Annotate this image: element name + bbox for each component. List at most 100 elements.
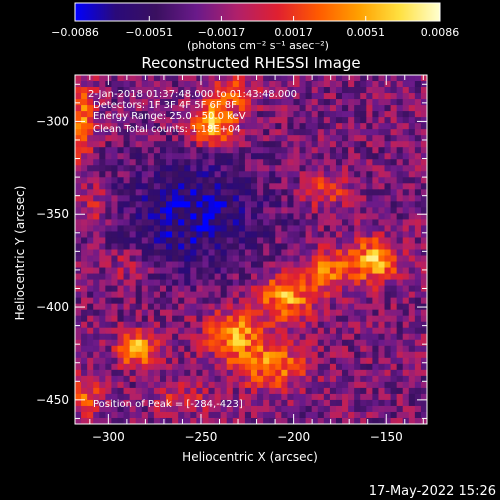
heatmap-cell (299, 117, 307, 124)
heatmap-cell (342, 195, 349, 202)
heatmap-cell (93, 399, 100, 407)
heatmap-cell (299, 285, 307, 293)
heatmap-cell (402, 417, 410, 424)
heatmap-cell (93, 201, 100, 208)
heatmap-cell (378, 111, 385, 118)
heatmap-cell (93, 171, 100, 178)
heatmap-cell (166, 375, 173, 383)
heatmap-cell (220, 231, 228, 238)
heatmap-cell (111, 129, 118, 136)
heatmap-cell (105, 255, 112, 262)
heatmap-cell (360, 303, 367, 311)
heatmap-cell (196, 411, 203, 419)
heatmap-cell (111, 93, 118, 100)
heatmap-cell (93, 105, 100, 112)
heatmap-cell (172, 183, 179, 190)
heatmap-cell (208, 309, 215, 317)
heatmap-cell (348, 195, 355, 202)
heatmap-cell (269, 153, 276, 160)
heatmap-cell (178, 117, 185, 124)
heatmap-cell (269, 351, 276, 359)
heatmap-cell (390, 363, 398, 371)
heatmap-cell (220, 237, 228, 244)
heatmap-cell (166, 333, 173, 341)
heatmap-cell (208, 231, 215, 238)
heatmap-cell (159, 243, 167, 250)
heatmap-cell (263, 249, 270, 256)
heatmap-cell (354, 129, 361, 136)
heatmap-cell (360, 99, 367, 106)
heatmap-cell (238, 297, 246, 305)
heatmap-cell (172, 285, 179, 293)
heatmap-cell (257, 333, 264, 341)
heatmap-cell (414, 237, 422, 244)
heatmap-cell (75, 165, 82, 172)
heatmap-cell (129, 147, 137, 154)
heatmap-cell (360, 327, 367, 335)
heatmap-cell (87, 255, 94, 262)
heatmap-cell (141, 291, 149, 299)
heatmap-cell (293, 129, 300, 136)
heatmap-cell (317, 231, 325, 238)
heatmap-cell (396, 255, 404, 262)
heatmap-cell (184, 177, 191, 184)
heatmap-cell (360, 249, 367, 256)
heatmap-cell (311, 363, 319, 371)
heatmap-cell (348, 189, 355, 196)
heatmap-cell (147, 255, 155, 262)
heatmap-cell (366, 381, 373, 389)
heatmap-cell (123, 99, 131, 106)
heatmap-cell (208, 153, 215, 160)
heatmap-cell (238, 267, 246, 274)
heatmap-cell (117, 255, 124, 262)
heatmap-cell (202, 177, 209, 184)
heatmap-cell (299, 189, 307, 196)
heatmap-cell (323, 279, 331, 287)
heatmap-cell (293, 303, 300, 311)
heatmap-cell (366, 147, 373, 154)
heatmap-cell (390, 267, 398, 274)
heatmap-cell (87, 363, 94, 371)
heatmap-cell (360, 177, 367, 184)
heatmap-cell (396, 135, 404, 142)
heatmap-cell (166, 99, 173, 106)
heatmap-cell (87, 117, 94, 124)
heatmap-cell (299, 405, 307, 413)
heatmap-cell (214, 75, 222, 82)
heatmap-cell (396, 417, 404, 424)
heatmap-cell (275, 123, 282, 130)
heatmap-cell (390, 273, 398, 280)
heatmap-cell (269, 369, 276, 377)
heatmap-cell (263, 195, 270, 202)
heatmap-cell (402, 339, 410, 347)
heatmap-cell (202, 267, 209, 274)
heatmap-cell (384, 195, 391, 202)
heatmap-cell (342, 75, 349, 82)
heatmap-cell (251, 237, 258, 244)
heatmap-cell (123, 345, 131, 353)
heatmap-cell (329, 351, 337, 359)
heatmap-cell (402, 249, 410, 256)
heatmap-cell (335, 411, 343, 419)
heatmap-cell (238, 81, 246, 88)
heatmap-cell (81, 219, 88, 226)
heatmap-cell (123, 411, 131, 419)
heatmap-cell (378, 237, 385, 244)
heatmap-cell (372, 411, 379, 419)
heatmap-cell (135, 255, 143, 262)
heatmap-cell (396, 261, 404, 268)
heatmap-cell (75, 195, 82, 202)
heatmap-cell (420, 381, 427, 389)
heatmap-cell (390, 327, 398, 335)
heatmap-cell (87, 279, 94, 287)
heatmap-cell (117, 183, 124, 190)
heatmap-cell (184, 291, 191, 299)
heatmap-cell (402, 99, 410, 106)
heatmap-cell (111, 171, 118, 178)
heatmap-cell (226, 345, 234, 353)
heatmap-cell (99, 153, 106, 160)
heatmap-cell (226, 351, 234, 359)
heatmap-cell (414, 279, 422, 287)
heatmap-cell (196, 261, 203, 268)
heatmap-cell (87, 411, 94, 419)
